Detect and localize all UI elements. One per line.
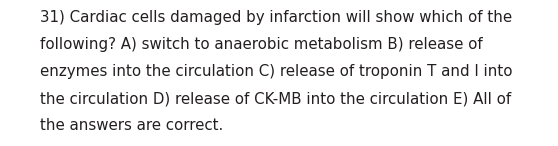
Text: following? A) switch to anaerobic metabolism B) release of: following? A) switch to anaerobic metabo…	[40, 37, 483, 52]
Text: enzymes into the circulation C) release of troponin T and I into: enzymes into the circulation C) release …	[40, 64, 513, 79]
Text: 31) Cardiac cells damaged by infarction will show which of the: 31) Cardiac cells damaged by infarction …	[40, 10, 512, 25]
Text: the circulation D) release of CK-MB into the circulation E) All of: the circulation D) release of CK-MB into…	[40, 91, 512, 106]
Text: the answers are correct.: the answers are correct.	[40, 118, 223, 133]
